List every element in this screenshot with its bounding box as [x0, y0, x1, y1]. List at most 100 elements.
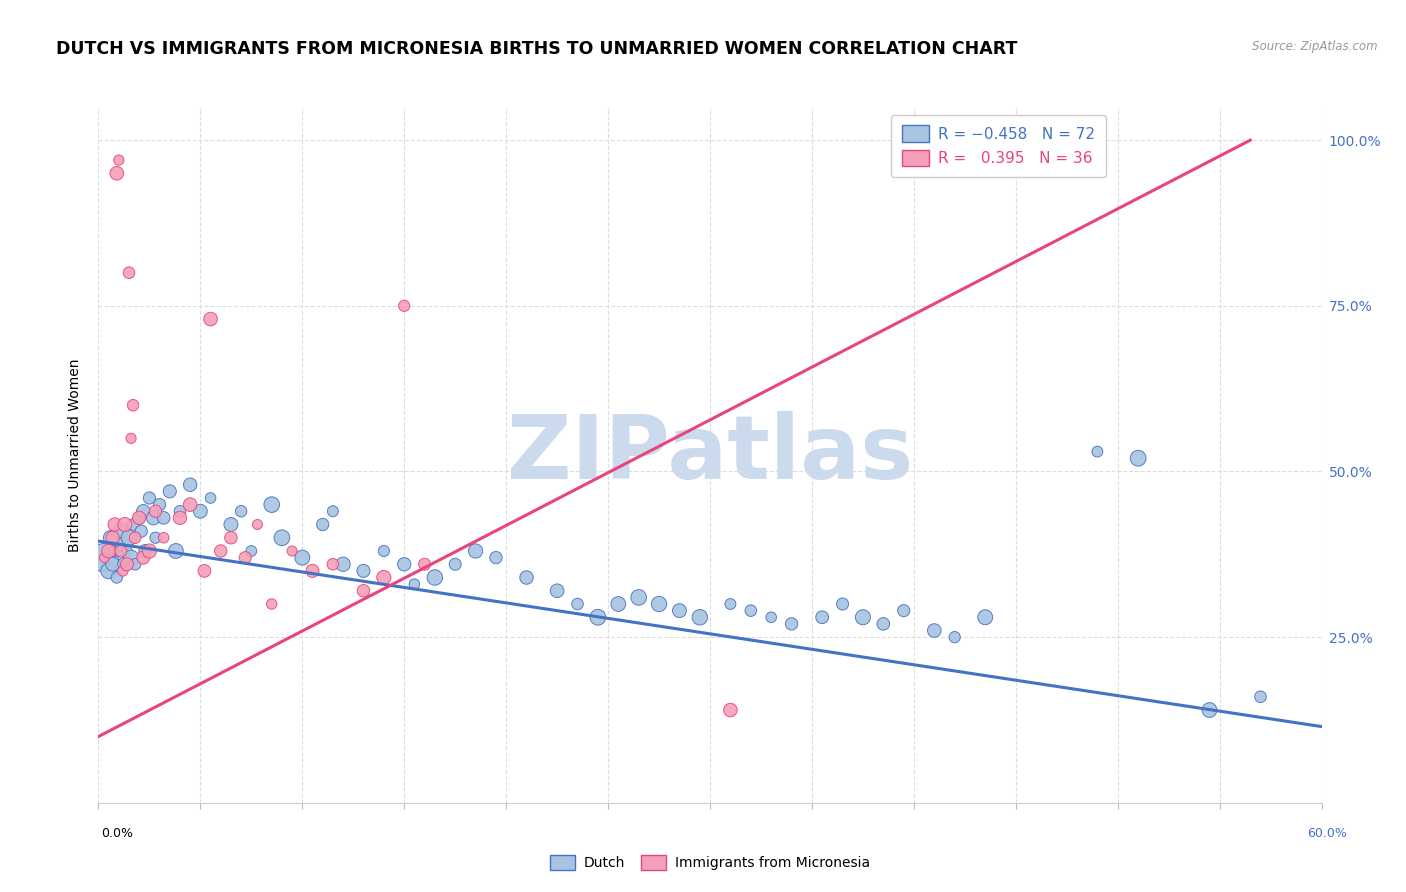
Point [111, 564, 134, 578]
Point [291, 550, 314, 565]
Point [108, 544, 131, 558]
Point [516, 570, 538, 584]
Point [165, 544, 187, 558]
Point [373, 544, 395, 558]
Point [132, 550, 155, 565]
Point [159, 484, 181, 499]
Point [872, 616, 894, 631]
Point [831, 597, 853, 611]
Text: Source: ZipAtlas.com: Source: ZipAtlas.com [1253, 40, 1378, 54]
Text: ZIPatlas: ZIPatlas [508, 411, 912, 499]
Point [120, 550, 142, 565]
Point [281, 544, 304, 558]
Point [720, 597, 742, 611]
Point [169, 504, 191, 518]
Point [97, 564, 120, 578]
Point [142, 511, 165, 525]
Point [120, 431, 142, 445]
Point [110, 524, 132, 538]
Point [1198, 703, 1220, 717]
Point [200, 312, 222, 326]
Point [322, 504, 344, 518]
Point [586, 610, 609, 624]
Point [893, 604, 915, 618]
Point [270, 531, 294, 545]
Point [352, 583, 374, 598]
Legend: Dutch, Immigrants from Micronesia: Dutch, Immigrants from Micronesia [544, 849, 876, 876]
Point [129, 524, 152, 538]
Point [260, 597, 283, 611]
Point [104, 544, 127, 558]
Point [145, 504, 167, 518]
Point [105, 166, 128, 180]
Point [240, 544, 263, 558]
Point [145, 531, 167, 545]
Point [128, 511, 150, 525]
Point [219, 531, 242, 545]
Point [122, 398, 145, 412]
Point [485, 550, 508, 565]
Point [93, 550, 115, 565]
Point [233, 550, 256, 565]
Text: DUTCH VS IMMIGRANTS FROM MICRONESIA BIRTHS TO UNMARRIED WOMEN CORRELATION CHART: DUTCH VS IMMIGRANTS FROM MICRONESIA BIRT… [56, 40, 1018, 58]
Point [852, 610, 875, 624]
Point [118, 266, 141, 280]
Point [1085, 444, 1108, 458]
Point [97, 544, 120, 558]
Point [392, 558, 416, 572]
Point [111, 537, 134, 551]
Point [811, 610, 834, 624]
Point [780, 616, 803, 631]
Point [101, 531, 124, 545]
Point [114, 517, 136, 532]
Point [720, 703, 742, 717]
Point [246, 517, 269, 532]
Point [93, 550, 115, 565]
Y-axis label: Births to Unmarried Women: Births to Unmarried Women [69, 359, 83, 551]
Point [138, 544, 160, 558]
Point [648, 597, 671, 611]
Point [423, 570, 446, 584]
Point [124, 531, 146, 545]
Point [922, 624, 945, 638]
Point [1128, 451, 1150, 466]
Point [100, 531, 122, 545]
Point [413, 558, 436, 572]
Point [152, 531, 174, 545]
Point [231, 504, 253, 518]
Point [200, 491, 222, 505]
Point [115, 558, 138, 572]
Point [105, 570, 128, 584]
Point [219, 517, 242, 532]
Point [668, 604, 690, 618]
Point [943, 630, 966, 644]
Point [322, 558, 344, 572]
Point [134, 544, 156, 558]
Point [352, 564, 374, 578]
Point [179, 477, 201, 491]
Point [152, 511, 174, 525]
Point [260, 498, 283, 512]
Text: 60.0%: 60.0% [1308, 827, 1347, 839]
Point [138, 491, 160, 505]
Point [118, 531, 141, 545]
Point [1249, 690, 1271, 704]
Point [373, 570, 395, 584]
Point [464, 544, 486, 558]
Point [179, 498, 201, 512]
Point [301, 564, 323, 578]
Point [404, 577, 426, 591]
Text: 0.0%: 0.0% [101, 827, 134, 839]
Point [149, 498, 172, 512]
Point [169, 511, 191, 525]
Point [312, 517, 335, 532]
Point [332, 558, 354, 572]
Point [761, 610, 783, 624]
Point [114, 558, 136, 572]
Point [567, 597, 589, 611]
Point [104, 517, 127, 532]
Point [124, 558, 146, 572]
Point [740, 604, 762, 618]
Point [110, 544, 132, 558]
Point [689, 610, 711, 624]
